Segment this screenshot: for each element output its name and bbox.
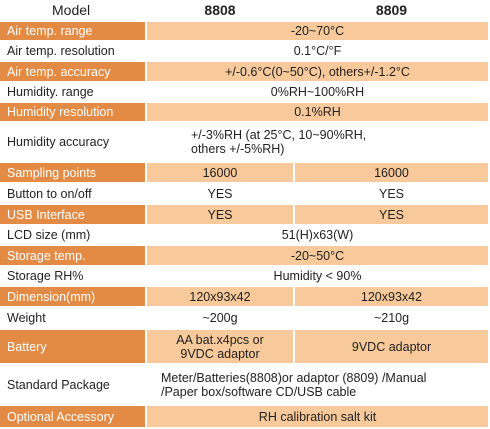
spec-label: USB Interface [0, 205, 147, 226]
spec-label: Weight [0, 308, 147, 330]
spec-value: 120x93x42 [147, 287, 295, 308]
spec-value: ~200g [147, 308, 295, 330]
spec-label: Humidity accuracy [0, 123, 147, 163]
spec-value: 0%RH~100%RH [147, 83, 490, 103]
spec-label: Optional Accessory [0, 406, 147, 429]
spec-label: Storage temp. [0, 246, 147, 267]
spec-value: 0.1%RH [147, 103, 490, 123]
spec-label: Battery [0, 330, 147, 365]
spec-row: Weight ~200g ~210g [0, 308, 490, 330]
spec-row: Sampling points 16000 16000 [0, 163, 490, 184]
spec-row: USB Interface YES YES [0, 205, 490, 226]
model-name: 8808 [147, 0, 295, 22]
spec-row: LCD size (mm) 51(H)x63(W) [0, 226, 490, 246]
spec-row: Button to on/off YES YES [0, 184, 490, 205]
header-label: Model [0, 0, 147, 22]
spec-label: Humidity. range [0, 83, 147, 103]
spec-value: 51(H)x63(W) [147, 226, 490, 246]
spec-value: -20~50°C [147, 246, 490, 267]
spec-value: Meter/Batteries(8808)or adaptor (8809) /… [147, 365, 490, 406]
spec-label: Air temp. resolution [0, 42, 147, 62]
spec-row: Humidity. range 0%RH~100%RH [0, 83, 490, 103]
spec-label: LCD size (mm) [0, 226, 147, 246]
spec-label: Standard Package [0, 365, 147, 406]
spec-label: Button to on/off [0, 184, 147, 205]
spec-label: Sampling points [0, 163, 147, 184]
spec-value: -20~70°C [147, 22, 490, 42]
spec-label: Air temp. accuracy [0, 62, 147, 83]
spec-label: Dimension(mm) [0, 287, 147, 308]
spec-value: YES [147, 184, 295, 205]
header-row: Model 8808 8809 [0, 0, 490, 22]
spec-label: Air temp. range [0, 22, 147, 42]
spec-value: 16000 [147, 163, 295, 184]
spec-value: +/-3%RH (at 25°C, 10~90%RH, others +/-5%… [147, 123, 490, 163]
spec-row: Dimension(mm) 120x93x42 120x93x42 [0, 287, 490, 308]
spec-row: Storage temp. -20~50°C [0, 246, 490, 267]
spec-label: Storage RH% [0, 267, 147, 287]
spec-row: Air temp. accuracy +/-0.6°C(0~50°C), othe… [0, 62, 490, 83]
spec-value: RH calibration salt kit [147, 406, 490, 429]
spec-value: 16000 [295, 163, 490, 184]
spec-row: Storage RH% Humidity < 90% [0, 267, 490, 287]
spec-value: Humidity < 90% [147, 267, 490, 287]
spec-row: Humidity resolution 0.1%RH [0, 103, 490, 123]
spec-value: AA bat.x4pcs or 9VDC adaptor [147, 330, 295, 365]
spec-value: ~210g [295, 308, 490, 330]
spec-value: +/-0.6°C(0~50°C), others+/-1.2°C [147, 62, 490, 83]
spec-row: Standard Package Meter/Batteries(8808)or … [0, 365, 490, 406]
spec-row: Air temp. resolution 0.1°C/°F [0, 42, 490, 62]
spec-value: YES [147, 205, 295, 226]
model-name: 8809 [295, 0, 490, 22]
spec-row: Battery AA bat.x4pcs or 9VDC adaptor 9VDC … [0, 330, 490, 365]
spec-row: Optional Accessory RH calibration salt ki… [0, 406, 490, 429]
spec-value: 0.1°C/°F [147, 42, 490, 62]
spec-value: 9VDC adaptor [295, 330, 490, 365]
spec-row: Humidity accuracy +/-3%RH (at 25°C, 10~90… [0, 123, 490, 163]
spec-value: YES [295, 205, 490, 226]
spec-row: Air temp. range -20~70°C [0, 22, 490, 42]
spec-value: 120x93x42 [295, 287, 490, 308]
spec-value: YES [295, 184, 490, 205]
spec-label: Humidity resolution [0, 103, 147, 123]
